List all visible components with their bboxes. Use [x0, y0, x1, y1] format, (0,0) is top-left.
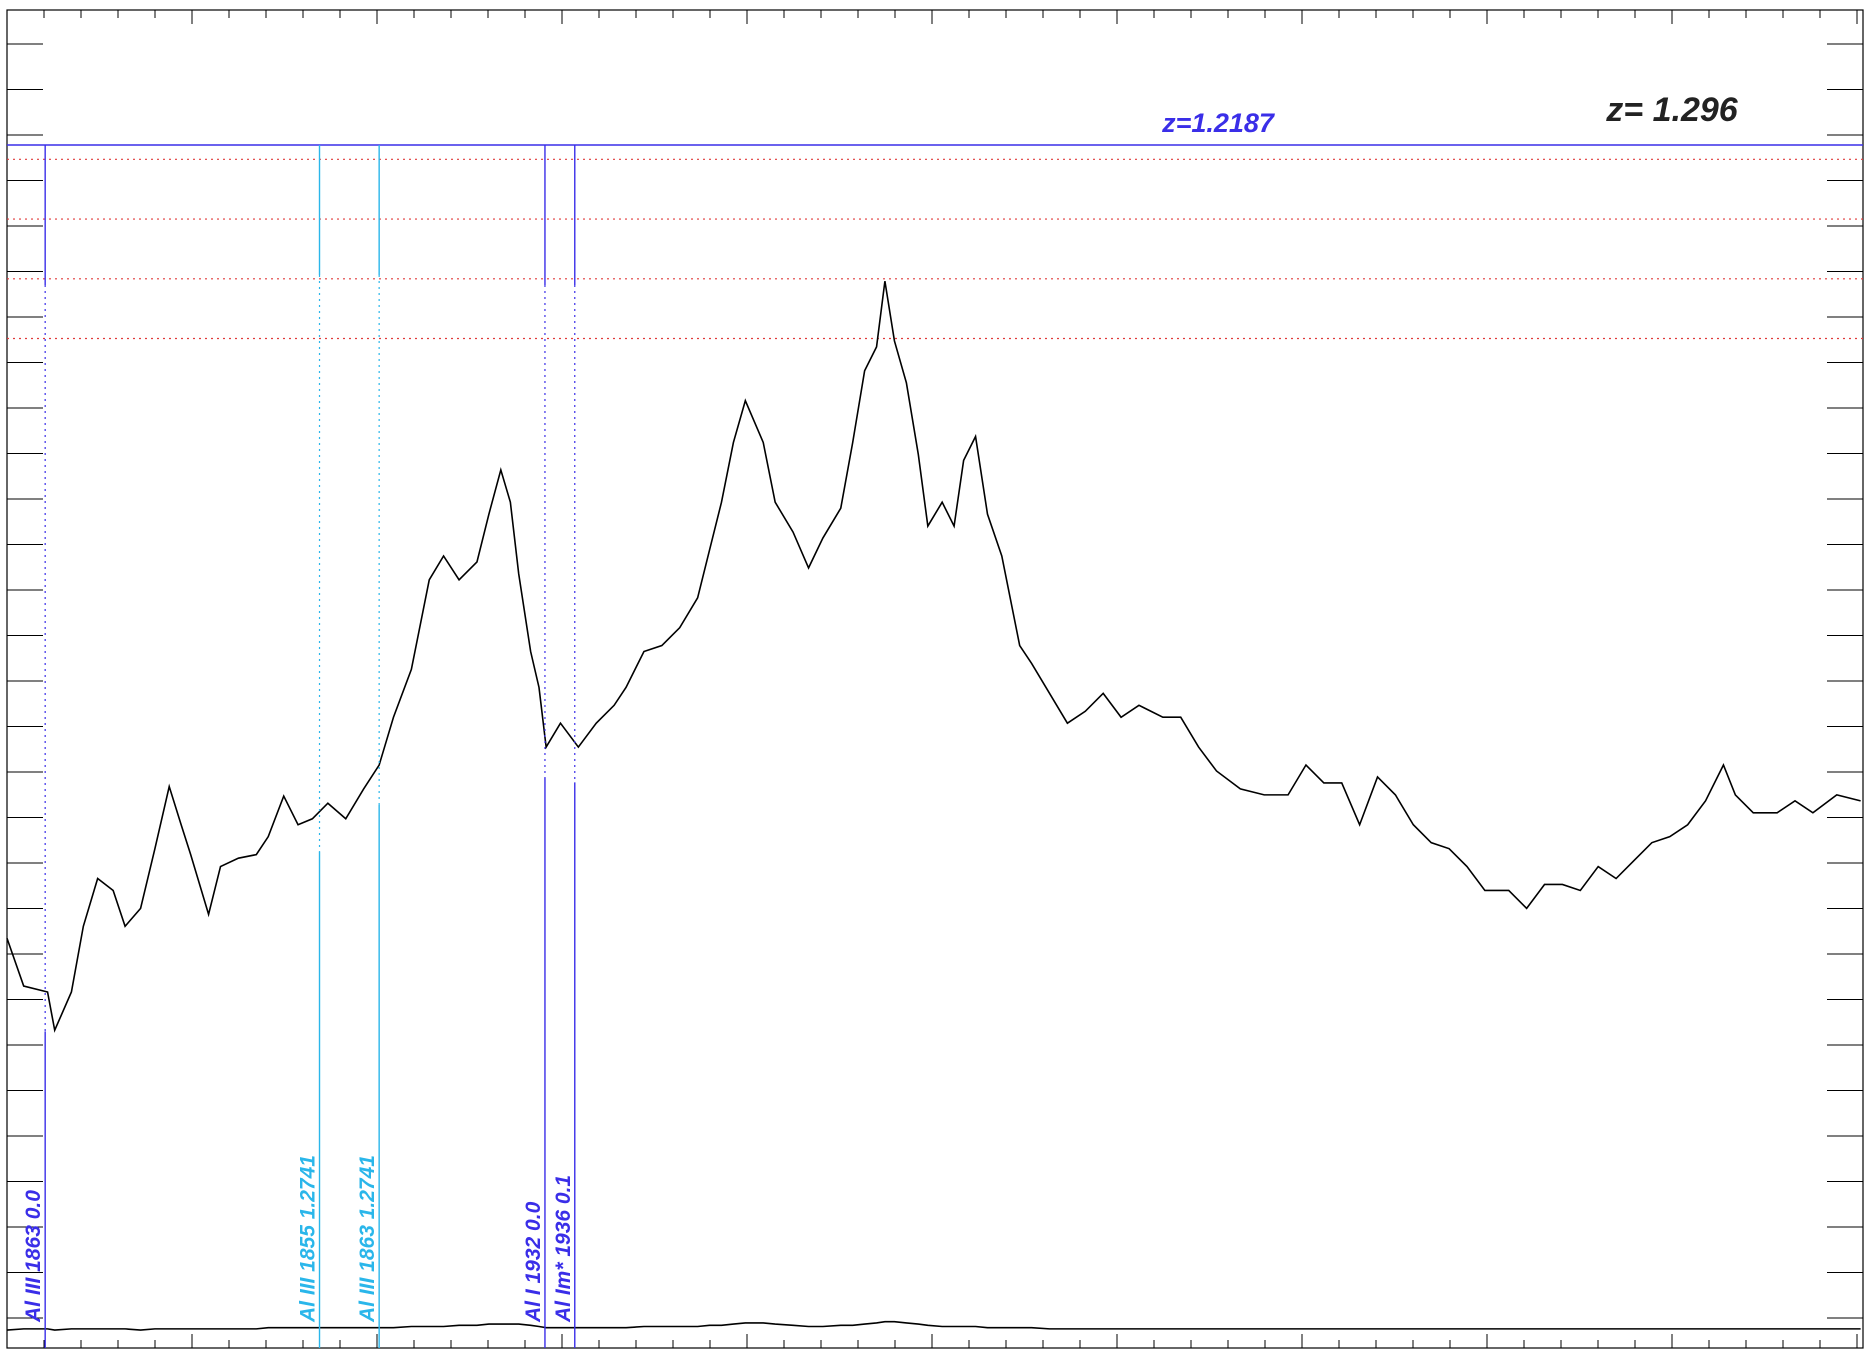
marker-label: Al III 1863 0.0 — [22, 1190, 45, 1323]
marker-label: Al Im* 1936 0.1 — [552, 1175, 575, 1323]
marker-label: Al III 1855 1.2741 — [297, 1155, 320, 1323]
marker-label: Al I 1932 0.0 — [522, 1201, 545, 1323]
spectrum-line — [6, 1320, 1861, 1331]
redshift-text: z= 1.296 — [1605, 91, 1738, 129]
redshift-label: z=1.2187 — [1161, 108, 1276, 138]
spectrum-line — [6, 281, 1861, 1033]
plot-frame — [6, 9, 1864, 1349]
marker-label: Al III 1863 1.2741 — [356, 1155, 379, 1323]
